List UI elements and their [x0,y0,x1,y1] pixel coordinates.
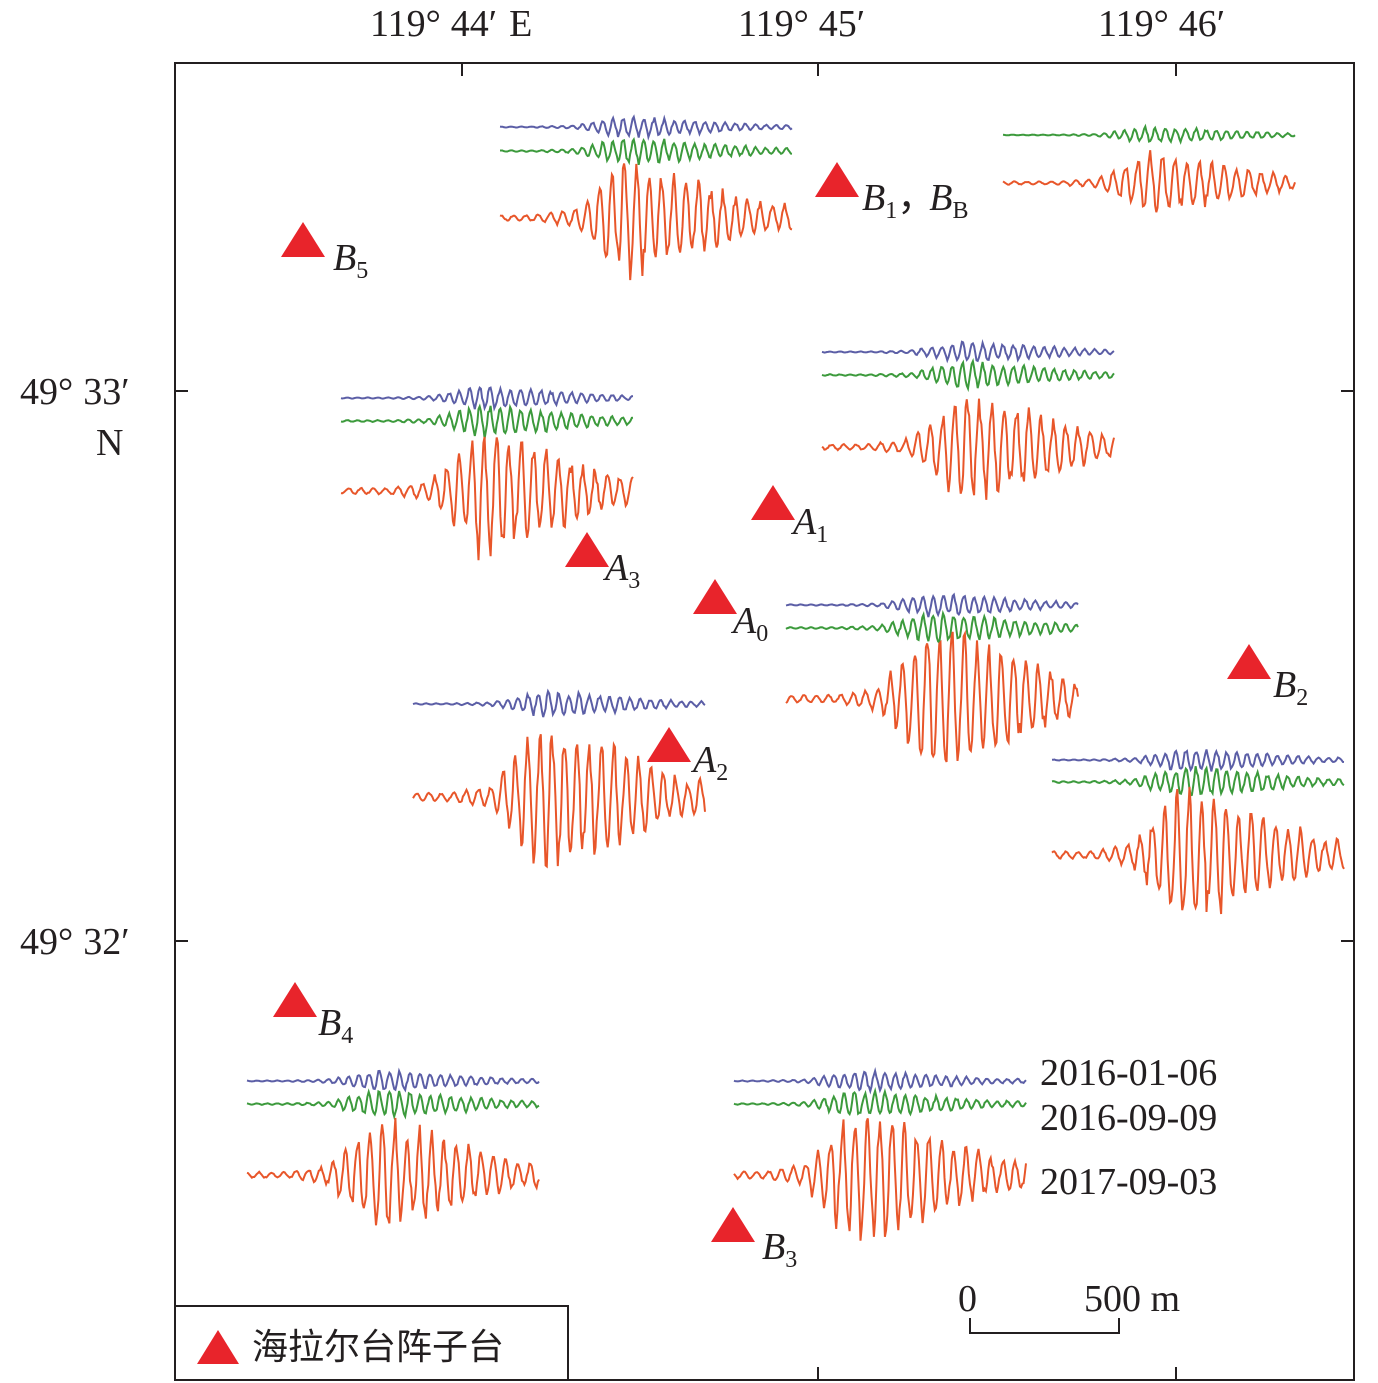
waveform-trace-8-1 [246,1067,540,1093]
station-a3-marker [565,532,609,567]
lat-label-1-hemisphere: N [96,422,123,464]
station-a3-label: A3 [602,547,640,594]
waveform-trace-9-3 [733,1118,1027,1241]
lat-label-1: 49° 33′ [20,371,130,413]
lat-label-2: 49° 32′ [20,921,130,963]
scale-bar: 0 500 m [958,1278,1180,1334]
legend-box [174,1305,569,1381]
waveform-trace-7-2 [1051,765,1345,797]
waveform-trace-1-3 [499,163,793,281]
waveform-trace-6-3 [412,734,706,869]
station-b4-label: B4 [318,1002,353,1049]
trace-date-labels: 2016-01-06 2016-09-09 2017-09-03 [1040,1052,1217,1203]
legend-marker-icon [197,1330,239,1364]
scale-bar-line [969,1318,1120,1334]
station-b5-marker [281,222,325,257]
waveform-trace-2-2 [1002,123,1296,145]
lon-label-3: 119° 46′ [1098,3,1225,45]
trace-date-label-2: 2016-09-09 [1040,1097,1217,1139]
waveform-trace-4-3 [340,436,634,561]
waveform-trace-8-2 [246,1088,540,1121]
scale-bar-start-label: 0 [958,1278,977,1320]
legend: 海拉尔台阵子台 [174,1305,569,1381]
trace-date-label-3: 2017-09-03 [1040,1161,1217,1203]
lon-label-2: 119° 45′ [738,3,865,45]
station-b4-marker [273,982,317,1017]
trace-date-label-1: 2016-01-06 [1040,1052,1217,1094]
station-b5-label: B5 [333,237,368,284]
waveform-trace-4-1 [340,384,634,412]
waveform-trace-5-1 [785,592,1079,618]
station-b1-label: B1，BB [862,177,968,224]
waveform-trace-7-3 [1051,786,1345,915]
waveform-trace-3-1 [821,338,1115,364]
waveform-trace-1-1 [499,114,793,141]
waveform-trace-5-3 [785,629,1079,763]
waveform-trace-7-1 [1051,748,1345,773]
waveform-trace-2-3 [1002,150,1296,213]
waveform-trace-8-3 [246,1117,540,1226]
waveform-trace-5-2 [785,609,1079,645]
station-b2-label: B2 [1273,664,1308,711]
station-b3-marker [711,1207,755,1242]
station-markers [273,162,1271,1242]
station-b2-marker [1227,644,1271,679]
map-frame [174,62,1355,1381]
waveform-trace-9-2 [733,1087,1027,1117]
station-a0-label: A0 [730,600,768,647]
graticule-ticks [175,63,1354,1380]
scale-bar-end-label: 500 m [1084,1278,1180,1320]
station-a0-marker [693,579,737,614]
waveform-trace-3-2 [821,358,1115,393]
station-a1-marker [751,485,795,520]
legend-label: 海拉尔台阵子台 [252,1327,504,1367]
station-b3-label: B3 [762,1226,797,1273]
waveform-traces [246,114,1345,1241]
station-a2-label: A2 [690,739,728,786]
station-b1-marker [815,162,859,197]
station-a2-marker [647,727,691,762]
waveform-trace-3-3 [821,398,1115,500]
waveform-trace-4-2 [340,403,634,439]
waveform-trace-9-1 [733,1067,1027,1095]
waveform-trace-6-1 [412,688,706,718]
waveform-trace-1-2 [500,136,793,166]
lon-label-1: 119° 44′ E [370,3,532,45]
station-a1-label: A1 [790,501,828,548]
station-labels: B1，BB B5 A1 A3 A0 A2 B2 B4 B3 [318,177,1308,1273]
